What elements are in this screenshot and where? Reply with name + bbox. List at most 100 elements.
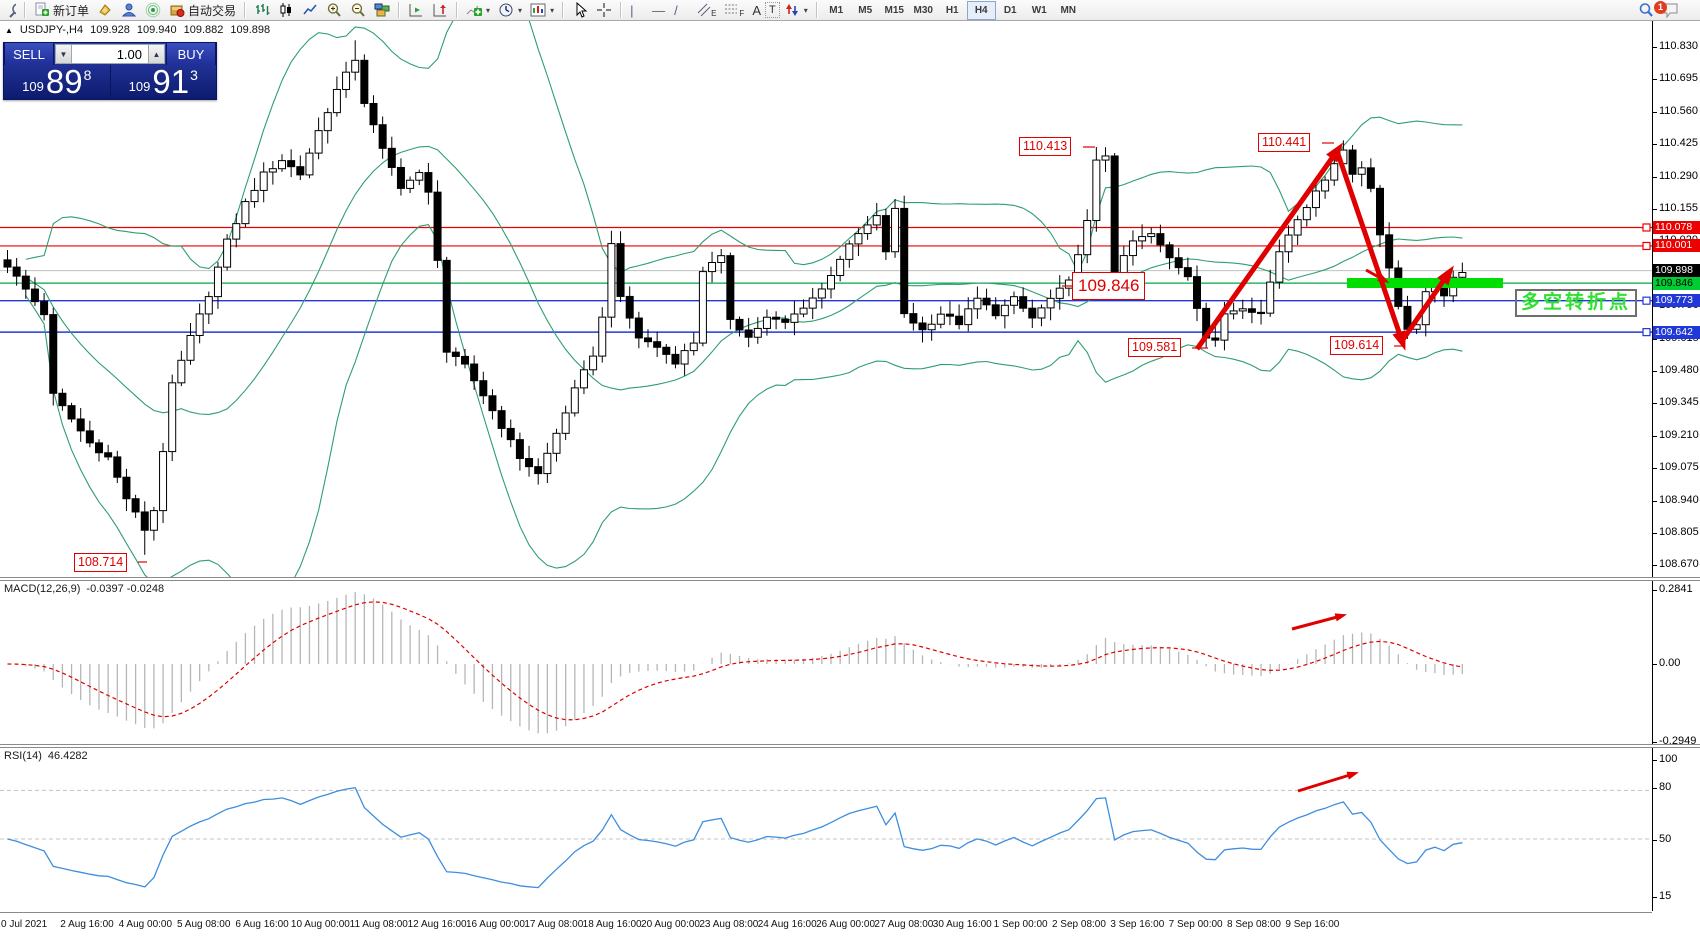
zoom-in-icon[interactable]	[322, 0, 346, 20]
tf-W1[interactable]: W1	[1031, 4, 1047, 16]
time-axis-label: 3 Sep 16:00	[1110, 919, 1165, 930]
periods-clock-icon[interactable]: ▾	[494, 0, 526, 20]
price-chart-canvas[interactable]	[0, 21, 1652, 580]
macd-signal-line	[7, 601, 1463, 721]
vertical-line-tool-icon[interactable]: |	[630, 2, 634, 18]
signals-icon[interactable]	[141, 0, 165, 20]
zoom-out-icon[interactable]	[346, 0, 370, 20]
text-tool-icon[interactable]: A	[752, 2, 761, 18]
sell-price-prefix: 109	[22, 79, 44, 94]
chart-properties-icon[interactable]: ▾	[526, 0, 558, 20]
tf-M1[interactable]: M1	[829, 4, 844, 16]
cursor-tool-icon[interactable]	[568, 0, 592, 20]
indicators-icon[interactable]: ▾	[462, 0, 494, 20]
tf-M15[interactable]: M15	[884, 4, 904, 16]
trendline-tool-icon[interactable]: /	[674, 2, 678, 18]
sell-price-sup: 8	[83, 67, 92, 83]
macd-panel-divider[interactable]	[0, 577, 1700, 581]
price-callout-109.846[interactable]: 109.846	[1072, 272, 1146, 300]
tf-H1[interactable]: H1	[945, 4, 959, 16]
price-tick-108.670: 108.670	[1659, 558, 1699, 571]
time-axis[interactable]: 0 Jul 2021 2 Aug 16:00 4 Aug 00:00 5 Aug 08…	[0, 912, 1652, 946]
autotrading-button[interactable]: 自动交易	[165, 1, 240, 19]
time-axis-label: 10 Aug 00:00	[290, 919, 350, 930]
arrows-tool-icon[interactable]: ▾	[780, 0, 812, 20]
chart-shift-icon[interactable]	[428, 0, 452, 20]
rsi-panel-canvas[interactable]	[0, 747, 1652, 911]
tf-MN[interactable]: MN	[1060, 4, 1077, 16]
horizontal-line-tool-icon[interactable]: —	[652, 2, 666, 18]
search-icon[interactable]	[1634, 0, 1658, 20]
channel-tool-icon[interactable]: E	[692, 0, 720, 20]
candlestick-type-icon[interactable]	[274, 0, 298, 20]
rsi-tick-50: 50	[1659, 833, 1672, 845]
price-callout-110.441[interactable]: 110.441	[1258, 133, 1311, 152]
metaeditor-icon[interactable]	[93, 0, 117, 20]
sell-price[interactable]: 109 89 8	[4, 65, 111, 98]
time-axis-label: 0 Jul 2021	[1, 919, 48, 930]
macd-histogram	[15, 592, 1463, 734]
axis-tick-mark	[1652, 371, 1657, 372]
price-callout-109.614[interactable]: 109.614	[1330, 336, 1384, 355]
axis-price-box-110.001: 110.001	[1653, 239, 1700, 253]
rsi-panel-divider[interactable]	[0, 744, 1700, 748]
ohlc-high: 109.940	[136, 24, 177, 36]
price-callout-109.581[interactable]: 109.581	[1128, 338, 1182, 357]
buy-price-sup: 3	[190, 67, 198, 83]
price-tick-109.345: 109.345	[1659, 396, 1699, 409]
rsi-tick-15: 15	[1659, 890, 1672, 902]
fibo-letter: F	[739, 8, 745, 18]
new-order-button[interactable]: 新订单	[30, 1, 93, 19]
price-chart-content	[0, 21, 1652, 580]
rsi-value: 46.4282	[47, 750, 88, 762]
notifications-icon[interactable]: 1	[1654, 0, 1684, 20]
price-tick-110.155: 110.155	[1659, 202, 1698, 214]
price-callout-110.413[interactable]: 110.413	[1019, 137, 1072, 156]
volume-input[interactable]: 1.00	[72, 44, 148, 64]
axis-price-box-109.773: 109.773	[1653, 294, 1700, 308]
text-label-tool-icon[interactable]: T	[764, 2, 780, 18]
rsi-label: RSI(14)	[4, 750, 42, 762]
dropdown-caret: ▾	[486, 5, 491, 15]
tf-M5[interactable]: M5	[858, 4, 873, 16]
time-axis-label: 27 Aug 08:00	[874, 919, 934, 930]
axis-tick-mark	[1652, 565, 1657, 567]
buy-price[interactable]: 109 91 3	[111, 65, 217, 98]
price-callout-108.714[interactable]: 108.714	[74, 553, 128, 572]
note-text-box[interactable]: 多空转折点	[1515, 289, 1638, 317]
macd-tick-0.2841: 0.2841	[1659, 583, 1693, 595]
dropdown-caret: ▾	[518, 5, 523, 15]
sell-button[interactable]: SELL	[4, 43, 54, 65]
axis-tick-mark	[1652, 144, 1657, 146]
rsi-tick-80: 80	[1659, 781, 1672, 793]
volume-increase-button[interactable]: ▲	[148, 44, 165, 64]
axis-price-box-110.078: 110.078	[1653, 220, 1700, 234]
bar-chart-type-icon[interactable]	[250, 0, 274, 20]
volume-decrease-button[interactable]: ▼	[55, 44, 72, 64]
macd-panel-canvas[interactable]	[0, 580, 1652, 745]
rsi-tick-100: 100	[1659, 753, 1678, 765]
symbol-direction-icon: ▲	[5, 25, 13, 35]
tile-windows-icon[interactable]	[370, 0, 394, 20]
line-chart-type-icon[interactable]	[298, 0, 322, 20]
ohlc-open: 109.928	[90, 24, 130, 36]
tf-D1[interactable]: D1	[1003, 4, 1017, 16]
axis-tick-mark	[1652, 79, 1657, 81]
community-icon[interactable]	[117, 0, 141, 20]
buy-button[interactable]: BUY	[166, 43, 216, 65]
time-axis-label: 1 Sep 00:00	[993, 919, 1048, 930]
axis-tick-mark	[1652, 47, 1657, 48]
macd-label: MACD(12,26,9)	[4, 583, 81, 595]
time-axis-label: 23 Aug 08:00	[699, 919, 759, 930]
auto-scroll-icon[interactable]	[404, 0, 428, 20]
axis-tick-mark	[1652, 840, 1657, 841]
tf-M30[interactable]: M30	[913, 4, 933, 16]
time-axis-label: 2 Aug 16:00	[60, 919, 114, 930]
tf-H4[interactable]: H4	[966, 0, 996, 20]
clipped-toolbar-icon[interactable]	[2, 0, 20, 20]
time-axis-label: 7 Sep 00:00	[1168, 919, 1223, 930]
time-axis-label: 5 Aug 08:00	[176, 919, 231, 930]
crosshair-tool-icon[interactable]	[592, 0, 616, 20]
time-axis-label: 17 Aug 08:00	[524, 919, 584, 930]
fibonacci-tool-icon[interactable]: F	[720, 0, 748, 20]
